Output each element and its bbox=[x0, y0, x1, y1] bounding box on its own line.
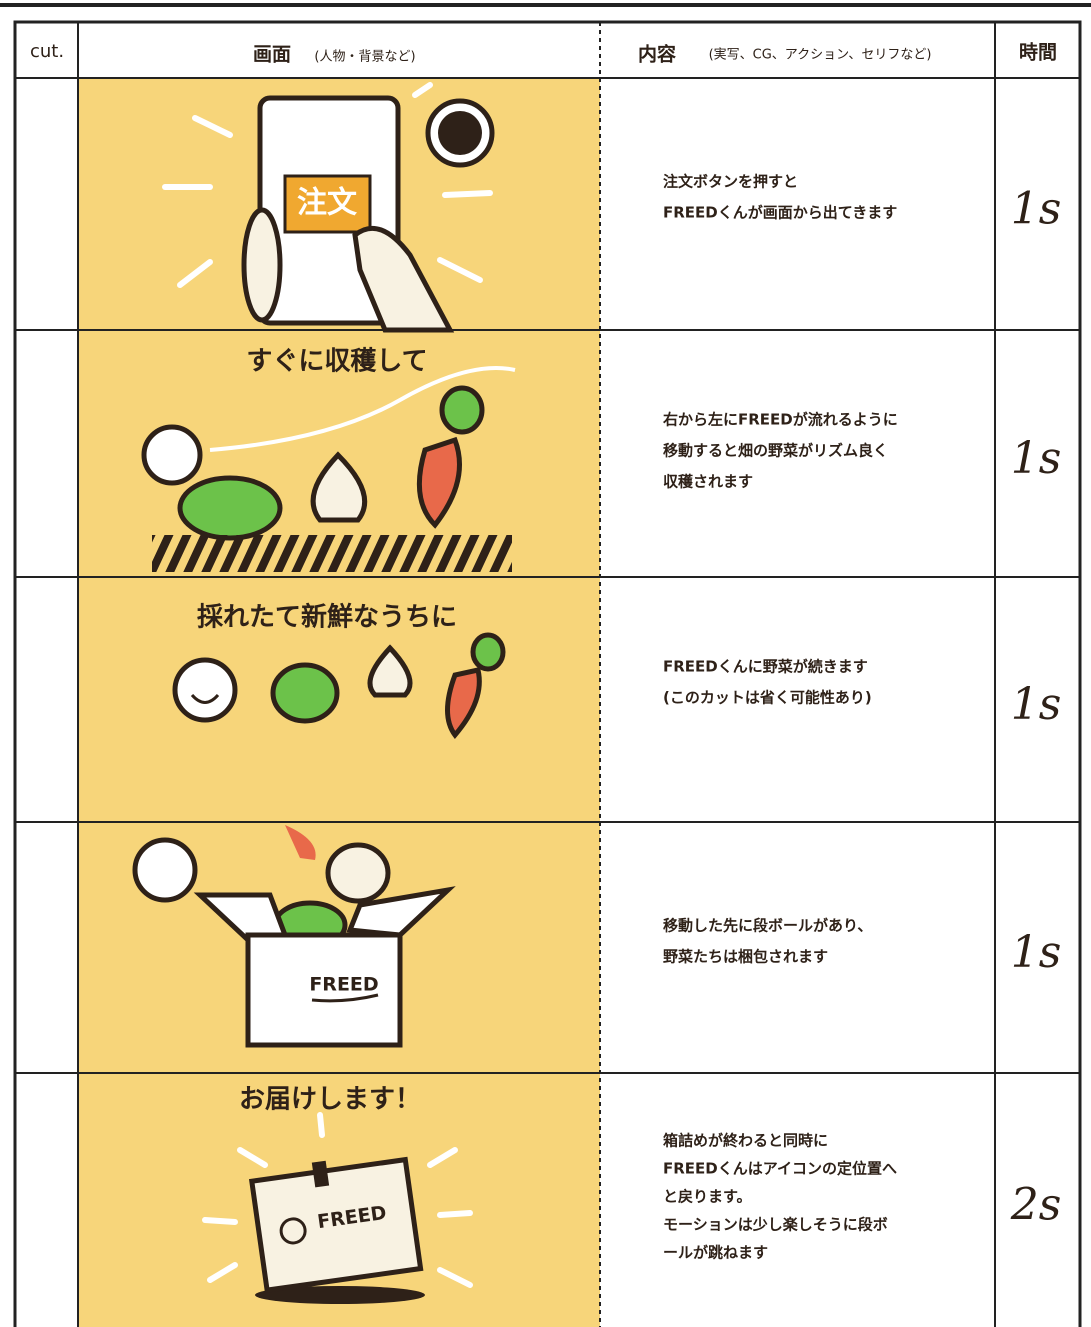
header-time: 時間 bbox=[1019, 42, 1057, 64]
box-illustration bbox=[132, 825, 456, 1048]
time: 1s bbox=[1011, 679, 1062, 730]
scene-text: すぐに収穫して bbox=[246, 347, 427, 377]
header-content-note: (実写、CG、アクション、セリフなど) bbox=[709, 47, 932, 63]
time: 1s bbox=[1011, 184, 1062, 235]
description-line: (このカットは省く可能性あり) bbox=[663, 689, 872, 707]
time: 1s bbox=[1011, 433, 1062, 484]
description-line: FREEDくんはアイコンの定位置へ bbox=[663, 1160, 897, 1178]
time: 2s bbox=[1010, 1180, 1062, 1231]
description-line: 移動した先に段ボールがあり、 bbox=[663, 917, 872, 935]
description-line: モーションは少し楽しそうに段ボ bbox=[663, 1216, 888, 1234]
description-line: 野菜たちは梱包されます bbox=[663, 948, 828, 966]
description-line: ールが跳ねます bbox=[663, 1244, 768, 1262]
delivery-illustration bbox=[202, 1112, 473, 1304]
header-scene-note: (人物・背景など) bbox=[314, 50, 415, 65]
fresh-illustration bbox=[172, 632, 506, 739]
scene-text: 注文 bbox=[297, 186, 357, 221]
scene-text: FREED bbox=[309, 974, 378, 996]
harvest-illustration bbox=[141, 366, 516, 572]
header-cut: cut. bbox=[30, 41, 64, 62]
header-content: 内容 bbox=[638, 43, 676, 66]
description-line: 右から左にFREEDが流れるように bbox=[663, 411, 898, 429]
description-line: 箱詰めが終わると同時に bbox=[663, 1132, 828, 1150]
description-line: FREEDくんが画面から出てきます bbox=[663, 204, 897, 222]
phone-illustration bbox=[162, 82, 495, 333]
description-line: FREEDくんに野菜が続きます bbox=[663, 658, 868, 676]
description-line: 移動すると畑の野菜がリズム良く bbox=[663, 442, 888, 460]
description-line: 収穫されます bbox=[663, 473, 753, 491]
description-line: 注文ボタンを押すと bbox=[663, 173, 798, 191]
time: 1s bbox=[1011, 927, 1062, 978]
description-line: と戻ります。 bbox=[663, 1188, 752, 1206]
table-grid bbox=[13, 20, 1082, 1327]
scene-text: 採れたて新鮮なうちに bbox=[197, 602, 457, 633]
header-scene: 画面 bbox=[253, 44, 291, 66]
scene-text: お届けします！ bbox=[239, 1085, 421, 1115]
